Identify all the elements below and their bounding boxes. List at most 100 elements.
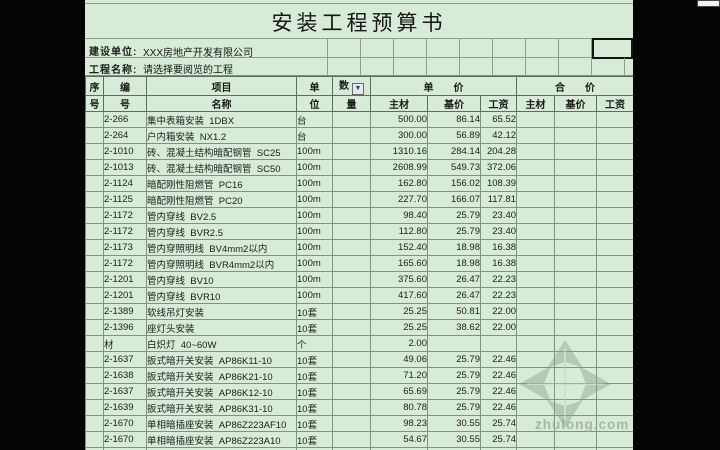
cell-unitprice-base[interactable]: 284.14: [427, 143, 481, 160]
cell-unit[interactable]: 100m: [296, 207, 333, 224]
cell-qty[interactable]: [332, 191, 371, 208]
cell-qty[interactable]: [332, 383, 371, 400]
cell-seq[interactable]: [85, 431, 104, 448]
cell-name[interactable]: 砖、混凝土结构暗配钢管 SC50: [146, 159, 297, 176]
cell-unit[interactable]: 100m: [296, 223, 333, 240]
cell-unitprice-labor[interactable]: [479, 447, 518, 450]
cell-qty[interactable]: [332, 143, 371, 160]
cell-unitprice-base[interactable]: 38.62: [427, 319, 481, 336]
cell-code[interactable]: 2-1125: [103, 191, 147, 208]
cell-unitprice-base[interactable]: 18.98: [427, 255, 481, 272]
cell-code[interactable]: 2-1637: [103, 383, 147, 400]
cell-total-main[interactable]: [516, 239, 556, 256]
cell-unitprice-labor[interactable]: 23.40: [479, 223, 518, 240]
cell-seq[interactable]: [85, 319, 104, 336]
cell-total-base[interactable]: [554, 111, 598, 128]
cell-code[interactable]: 2-1173: [103, 239, 147, 256]
cell-qty[interactable]: [332, 303, 371, 320]
cell-unitprice-main[interactable]: 49.06: [370, 351, 428, 368]
cell-code[interactable]: 2-264: [103, 127, 147, 144]
cell-total-main[interactable]: [516, 431, 556, 448]
cell-unitprice-main[interactable]: 80.78: [370, 399, 428, 416]
cell-unitprice-base[interactable]: 25.79: [427, 367, 481, 384]
cell-unit[interactable]: 100m: [296, 287, 333, 304]
cell-qty[interactable]: [332, 399, 371, 416]
cell-unitprice-base[interactable]: 156.02: [427, 175, 481, 192]
cell-unitprice-base[interactable]: 18.98: [427, 239, 481, 256]
cell-name[interactable]: 管内穿线 BV2.5: [146, 207, 297, 224]
cell-unitprice-main[interactable]: 417.60: [370, 287, 428, 304]
cell-code[interactable]: 2-1639: [103, 399, 147, 416]
cell-unitprice-base[interactable]: [427, 335, 481, 352]
cell-qty[interactable]: [332, 255, 371, 272]
cell-unitprice-main[interactable]: 1310.16: [370, 143, 428, 160]
cell-unitprice-labor[interactable]: [479, 335, 518, 352]
cell-unitprice-labor[interactable]: 22.23: [479, 287, 518, 304]
owner-value-cell[interactable]: XXX房地产开发有限公司: [143, 48, 254, 59]
cell-total-main[interactable]: [516, 319, 556, 336]
cell-code[interactable]: 2-266: [103, 111, 147, 128]
cell-total-main[interactable]: [516, 303, 556, 320]
cell-total-labor[interactable]: [596, 447, 633, 450]
cell-unitprice-base[interactable]: 25.79: [427, 223, 481, 240]
cell-total-labor[interactable]: [596, 159, 633, 176]
cell-unitprice-base[interactable]: 25.79: [427, 207, 481, 224]
cell-qty[interactable]: [332, 159, 371, 176]
cell-total-base[interactable]: [554, 271, 598, 288]
cell-total-base[interactable]: [554, 159, 598, 176]
cell-code[interactable]: 2-1396: [103, 319, 147, 336]
cell-total-base[interactable]: [554, 255, 598, 272]
cell-name[interactable]: 户内箱安装 NX1.2: [146, 127, 297, 144]
cell-unitprice-base[interactable]: 30.55: [427, 431, 481, 448]
cell-total-main[interactable]: [516, 223, 556, 240]
cell-unitprice-labor[interactable]: 22.00: [479, 303, 518, 320]
cell-unitprice-labor[interactable]: 372.06: [479, 159, 518, 176]
cell-unitprice-main[interactable]: 98.40: [370, 207, 428, 224]
cell-total-main[interactable]: [516, 207, 556, 224]
cell-unit[interactable]: 100m: [296, 239, 333, 256]
cell-total-labor[interactable]: [596, 127, 633, 144]
cell-total-base[interactable]: [554, 175, 598, 192]
cell-total-base[interactable]: [554, 431, 598, 448]
cell-seq[interactable]: [85, 111, 104, 128]
cell-qty[interactable]: [332, 207, 371, 224]
cell-seq[interactable]: [85, 335, 104, 352]
cell-seq[interactable]: [85, 223, 104, 240]
cell-unit[interactable]: 100m: [296, 175, 333, 192]
cell-seq[interactable]: [85, 383, 104, 400]
cell-unitprice-labor[interactable]: 22.46: [479, 367, 518, 384]
cell-unitprice-main[interactable]: 375.60: [370, 271, 428, 288]
cell-name[interactable]: 管内穿照明线 BV4mm2以内: [146, 239, 297, 256]
cell-seq[interactable]: [85, 399, 104, 416]
cell-total-main[interactable]: [516, 159, 556, 176]
cell-seq[interactable]: [85, 367, 104, 384]
cell-seq[interactable]: [85, 303, 104, 320]
cell-total-base[interactable]: [554, 223, 598, 240]
cell-total-labor[interactable]: [596, 319, 633, 336]
cell-unitprice-main[interactable]: 65.69: [370, 383, 428, 400]
cell-unit[interactable]: 10套: [296, 351, 333, 368]
cell-code[interactable]: 2-1670: [103, 415, 147, 432]
cell-name[interactable]: 管内穿线 BV10: [146, 271, 297, 288]
cell-name[interactable]: 扳式暗开关安装 AP86K12-10: [146, 383, 297, 400]
cell-qty[interactable]: [332, 271, 371, 288]
cell-unitprice-main[interactable]: 227.70: [370, 191, 428, 208]
cell-unit[interactable]: 10套: [296, 319, 333, 336]
cell-total-labor[interactable]: [596, 303, 633, 320]
cell-unitprice-labor[interactable]: 22.46: [479, 351, 518, 368]
cell-code[interactable]: 2-1201: [103, 271, 147, 288]
cell-unitprice-main[interactable]: 25.25: [370, 303, 428, 320]
cell-total-base[interactable]: [554, 207, 598, 224]
cell-unitprice-labor[interactable]: 42.12: [479, 127, 518, 144]
cell-code[interactable]: 2-1010: [103, 143, 147, 160]
cell-unit[interactable]: 10套: [296, 303, 333, 320]
cell-total-labor[interactable]: [596, 175, 633, 192]
cell-unitprice-main[interactable]: 71.20: [370, 367, 428, 384]
cell-total-main[interactable]: [516, 271, 556, 288]
cell-seq[interactable]: [85, 207, 104, 224]
cell-unit[interactable]: 100m: [296, 159, 333, 176]
cell-unitprice-labor[interactable]: 25.74: [479, 431, 518, 448]
cell-name[interactable]: 扳式暗开关安装 AP86K21-10: [146, 367, 297, 384]
cell-unitprice-main[interactable]: 2.00: [370, 335, 428, 352]
cell-unitprice-base[interactable]: 50.81: [427, 303, 481, 320]
